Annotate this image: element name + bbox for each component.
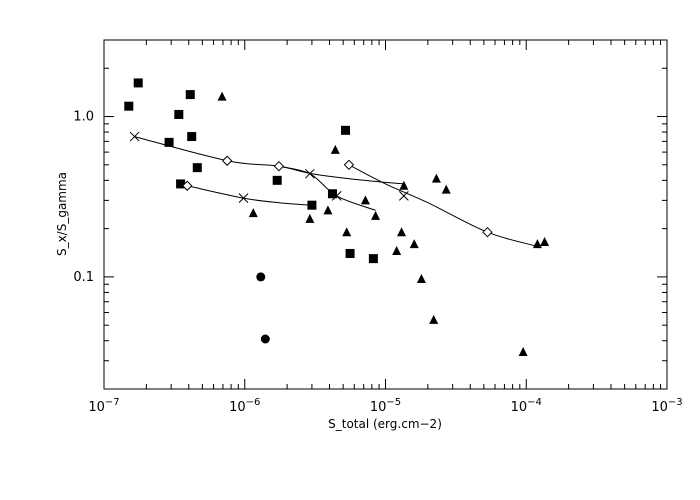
fit-curve: [134, 136, 404, 185]
x-marker: [331, 191, 342, 201]
diamond-marker: [482, 226, 493, 238]
square-marker: [174, 109, 184, 119]
triangle-marker: [409, 239, 419, 249]
triangle-marker: [416, 274, 426, 284]
circle-marker: [260, 334, 270, 344]
fit-curve: [278, 165, 376, 211]
square-marker: [176, 179, 186, 189]
square-marker: [164, 137, 174, 147]
triangle-marker: [399, 180, 409, 190]
diamond-marker: [221, 155, 233, 166]
triangle-marker: [305, 213, 315, 223]
square-marker: [133, 78, 143, 88]
fit-curve: [187, 185, 312, 206]
tick-labels: 10−7 10−6 10−5 10−4 10−3 0.1 1.0: [73, 110, 682, 415]
square-marker: [192, 163, 202, 173]
triangle-marker: [532, 239, 542, 249]
triangle-marker: [441, 184, 451, 194]
triangle-marker: [518, 347, 528, 357]
y-axis-title: S_x/S_gamma: [55, 172, 69, 256]
triangle-marker: [248, 208, 258, 218]
square-marker: [327, 189, 337, 199]
triangle-marker: [392, 246, 402, 256]
x-tick-label: 10−4: [511, 397, 542, 415]
data-points: [124, 78, 550, 357]
x-marker: [238, 193, 249, 203]
x-tick-label: 10−7: [88, 397, 119, 415]
diamond-marker: [273, 160, 285, 172]
x-marker: [398, 191, 409, 201]
triangle-marker: [360, 195, 370, 205]
diamond-marker: [343, 159, 355, 171]
triangle-marker: [429, 314, 439, 324]
square-marker: [272, 175, 282, 185]
triangle-marker: [323, 205, 333, 215]
triangle-marker: [330, 144, 340, 154]
x-tick-label: 10−6: [229, 397, 260, 415]
square-marker: [345, 248, 355, 258]
x-axis-title: S_total (erg.cm−2): [328, 417, 442, 431]
square-marker: [307, 200, 317, 210]
y-tick-label: 1.0: [73, 110, 94, 125]
triangle-marker: [431, 173, 441, 183]
x-marker: [304, 168, 315, 179]
triangle-marker: [217, 91, 227, 101]
fit-curves: [134, 136, 538, 247]
square-marker: [124, 101, 134, 111]
x-marker: [129, 131, 140, 142]
triangle-marker: [371, 210, 381, 220]
y-tick-label: 0.1: [73, 270, 94, 285]
square-marker: [185, 90, 195, 100]
fit-curve: [348, 164, 538, 247]
triangle-marker: [540, 237, 550, 247]
square-marker: [368, 254, 378, 264]
x-tick-label: 10−3: [651, 397, 682, 415]
diamond-marker: [181, 180, 193, 191]
circle-marker: [256, 272, 266, 282]
square-marker: [341, 125, 351, 135]
square-marker: [187, 132, 197, 142]
x-tick-label: 10−5: [370, 397, 401, 415]
axis-ticks: [103, 39, 667, 390]
triangle-marker: [397, 227, 407, 237]
triangle-marker: [342, 227, 352, 237]
